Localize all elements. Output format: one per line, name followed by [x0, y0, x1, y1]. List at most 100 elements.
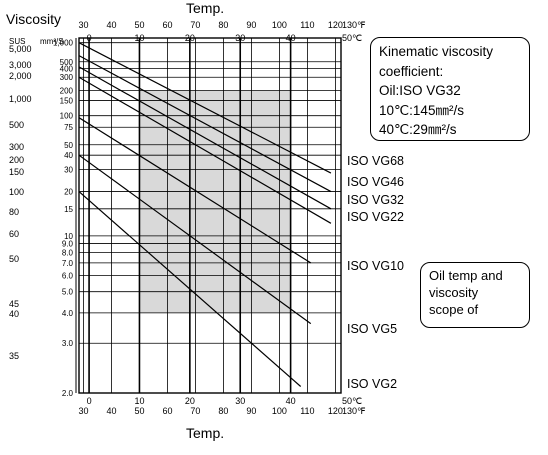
mm-tick-label: 6.0	[62, 272, 74, 281]
oil-scope-line-2: viscosity	[429, 285, 479, 300]
sus-tick-label: 50	[9, 254, 19, 264]
series-line-iso-vg22	[78, 76, 332, 224]
mm-tick-label: 20	[64, 188, 73, 197]
series-label-iso-vg22: ISO VG22	[347, 210, 404, 224]
sus-tick-label: 500	[9, 120, 24, 130]
fahrenheit-tick-bottom: 70	[190, 406, 200, 416]
kinematic-line-5: 40℃:29㎜²/s	[379, 122, 457, 137]
sus-tick-label: 5,000	[9, 44, 32, 54]
fahrenheit-tick-top: 90	[246, 20, 256, 30]
fahrenheit-tick-top: 80	[218, 20, 228, 30]
fahrenheit-tick-top: 50	[134, 20, 144, 30]
mm-tick-label: 100	[60, 112, 74, 121]
top-axis-title: Temp.	[186, 0, 224, 16]
fahrenheit-tick-top: 70	[190, 20, 200, 30]
fahrenheit-tick-top: 30	[78, 20, 88, 30]
series-line-iso-vg10	[78, 117, 312, 264]
series-label-iso-vg2: ISO VG2	[347, 377, 397, 391]
sus-tick-label: 2,000	[9, 71, 32, 81]
series-line-iso-vg5	[78, 154, 312, 325]
celsius-tick-top: 10	[134, 33, 144, 43]
oil-scope-line-3: scope of	[429, 302, 479, 317]
kinematic-line-3: Oil:ISO VG32	[379, 83, 461, 98]
celsius-tick-top: 40	[286, 33, 296, 43]
fahrenheit-tick-top: 120	[328, 20, 343, 30]
kinematic-line-2: coefficient:	[379, 63, 444, 79]
fahrenheit-tick-bottom: 100	[272, 406, 287, 416]
mm-tick-label: 4.0	[62, 309, 74, 318]
fahrenheit-tick-bottom: 120	[328, 406, 343, 416]
fahrenheit-tick-bottom: 40	[106, 406, 116, 416]
sus-tick-label: 150	[9, 167, 24, 177]
mm-tick-label: 150	[60, 97, 74, 106]
sus-tick-label: 40	[9, 309, 19, 319]
kinematic-viscosity-annotation: Kinematic viscosity coefficient: Oil:ISO…	[370, 37, 530, 141]
y-axis-title: Viscosity	[6, 11, 61, 27]
mm-tick-label: 50	[64, 141, 73, 150]
celsius-tick-bottom: 30	[235, 396, 245, 406]
mm-tick-label: 300	[60, 73, 74, 82]
mm-tick-label: 2.0	[62, 389, 74, 398]
fahrenheit-tick-bottom: 30	[78, 406, 88, 416]
sus-tick-label: 3,000	[9, 60, 32, 70]
sus-tick-label: 200	[9, 155, 24, 165]
sus-tick-label: 45	[9, 299, 19, 309]
mm-tick-label: 10	[64, 232, 73, 241]
oil-temp-scope-annotation: Oil temp and viscosity scope of	[420, 262, 530, 328]
mm-tick-label: 3.0	[62, 339, 74, 348]
sus-tick-label: 100	[9, 187, 24, 197]
kinematic-line-1: Kinematic viscosity	[379, 44, 494, 59]
oil-scope-line-1: Oil temp and	[429, 268, 503, 283]
series-label-iso-vg10: ISO VG10	[347, 259, 404, 273]
celsius-tick-top: 0	[87, 33, 92, 43]
celsius-tick-bottom: 40	[286, 396, 296, 406]
series-label-iso-vg32: ISO VG32	[347, 193, 404, 207]
mm-tick-label: 1,000	[53, 39, 74, 48]
celsius-tick-top: 30	[235, 33, 245, 43]
kinematic-line-4: 10℃:145㎜²/s	[379, 102, 464, 118]
mm-tick-label: 40	[64, 151, 73, 160]
fahrenheit-unit-top: 130℉	[342, 20, 366, 30]
mm-tick-label: 400	[60, 64, 74, 73]
mm-tick-label: 15	[64, 205, 73, 214]
series-label-iso-vg46: ISO VG46	[347, 175, 404, 189]
series-line-iso-vg32	[78, 66, 332, 210]
sus-tick-label: 35	[9, 351, 19, 361]
mm-tick-label: 8.0	[62, 248, 74, 257]
fahrenheit-tick-bottom: 90	[246, 406, 256, 416]
sus-tick-label: 60	[9, 229, 19, 239]
series-label-iso-vg5: ISO VG5	[347, 322, 397, 336]
series-label-iso-vg68: ISO VG68	[347, 154, 404, 168]
celsius-tick-bottom: 20	[185, 396, 195, 406]
celsius-tick-top: 20	[185, 33, 195, 43]
fahrenheit-tick-top: 110	[300, 20, 314, 30]
mm-tick-label: 200	[60, 87, 74, 96]
mm-tick-label: 30	[64, 165, 73, 174]
fahrenheit-tick-bottom: 80	[218, 406, 228, 416]
fahrenheit-tick-bottom: 50	[134, 406, 144, 416]
mm-unit-label: mm²/S	[40, 37, 64, 46]
mm-tick-label: 75	[64, 123, 73, 132]
celsius-unit-bottom: 50℃	[342, 396, 362, 406]
sus-unit-label: SUS	[9, 37, 25, 46]
plot-frame	[78, 37, 342, 394]
series-line-iso-vg2	[78, 191, 302, 387]
fahrenheit-tick-top: 60	[162, 20, 172, 30]
fahrenheit-tick-top: 100	[272, 20, 287, 30]
mm-tick-label: 7.0	[62, 259, 74, 268]
celsius-unit-top: 50℃	[342, 33, 362, 43]
celsius-tick-bottom: 10	[134, 396, 144, 406]
mm-tick-label: 9.0	[62, 240, 74, 249]
bottom-axis-title: Temp.	[186, 425, 224, 441]
sus-tick-label: 1,000	[9, 94, 32, 104]
mm-tick-label: 500	[60, 58, 74, 67]
celsius-tick-bottom: 0	[87, 396, 92, 406]
fahrenheit-tick-bottom: 60	[162, 406, 172, 416]
fahrenheit-tick-top: 40	[106, 20, 116, 30]
mm-tick-label: 5.0	[62, 288, 74, 297]
fahrenheit-unit-bottom: 130℉	[342, 406, 366, 416]
shaded-operating-region	[139, 90, 291, 313]
fahrenheit-tick-bottom: 110	[300, 406, 314, 416]
series-line-iso-vg46	[78, 55, 332, 193]
